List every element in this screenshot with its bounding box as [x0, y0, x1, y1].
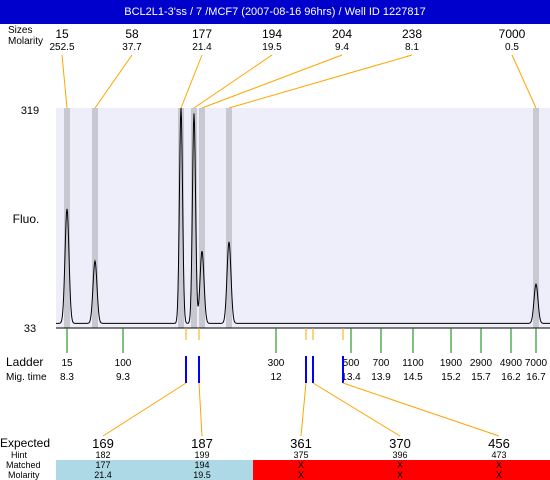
peak-size-label: 194 — [262, 27, 282, 41]
peak-molarity-label: 252.5 — [49, 42, 74, 53]
chart-title: BCL2L1-3'ss / 7 /MCF7 (2007-08-16 96hrs)… — [0, 0, 550, 24]
expected-molarity-value: X — [298, 470, 304, 480]
expected-matched-value: 194 — [194, 460, 209, 470]
expected-hint-value: 375 — [293, 450, 308, 460]
peak-molarity-label: 21.4 — [192, 42, 212, 53]
expected-hint-value: 199 — [194, 450, 209, 460]
ladder-mig-time-label: 8.3 — [60, 372, 74, 383]
molarity-header-label: Molarity — [8, 36, 43, 47]
y-axis-label: Fluo. — [13, 212, 40, 226]
expected-size-label: 361 — [290, 436, 312, 451]
ladder-size-label: 100 — [115, 358, 132, 369]
expected-connector-line — [198, 382, 203, 437]
plot-area — [56, 108, 550, 328]
peak-band — [199, 108, 205, 328]
peak-band — [64, 108, 70, 328]
y-max-label: 319 — [21, 105, 39, 117]
expected-connector-line — [102, 382, 187, 437]
ladder-size-label: 1900 — [440, 358, 463, 369]
peak-band — [226, 108, 232, 328]
expected-connector-line — [300, 382, 307, 437]
expected-molarity-value: X — [397, 470, 403, 480]
expected-hint-value: 473 — [491, 450, 506, 460]
peak-connector-line — [193, 54, 273, 109]
expected-size-label: 169 — [92, 436, 114, 451]
ladder-mig-time-label: 15.2 — [441, 372, 461, 383]
peak-band — [92, 108, 98, 328]
peak-connector-line — [511, 54, 537, 109]
peak-connector-line — [180, 54, 203, 109]
expected-matched-value: X — [397, 460, 403, 470]
ladder-size-label: 4900 — [500, 358, 523, 369]
molarity-row-label: Molarity — [8, 470, 40, 480]
peak-molarity-label: 8.1 — [405, 42, 419, 53]
matched-missing-band — [253, 460, 550, 480]
mig-time-label: Mig. time — [6, 372, 47, 383]
trace-line — [56, 107, 550, 324]
expected-label: Expected — [0, 436, 50, 450]
sizes-header-label: Sizes — [8, 25, 32, 36]
expected-size-label: 187 — [191, 436, 213, 451]
peak-size-label: 7000 — [499, 27, 526, 41]
ladder-mig-time-label: 13.9 — [371, 372, 391, 383]
peak-molarity-label: 19.5 — [262, 42, 282, 53]
peak-band — [533, 108, 539, 328]
ladder-mig-time-label: 13.4 — [341, 372, 361, 383]
peak-molarity-label: 37.7 — [122, 42, 142, 53]
ladder-label: Ladder — [6, 355, 43, 369]
ladder-mig-time-label: 14.5 — [403, 372, 423, 383]
expected-hint-value: 396 — [392, 450, 407, 460]
ladder-size-label: 500 — [343, 358, 360, 369]
ladder-mig-time-label: 15.7 — [471, 372, 491, 383]
ladder-mig-time-label: 9.3 — [116, 372, 130, 383]
matched-label: Matched — [6, 460, 41, 470]
ladder-mig-time-label: 16.2 — [501, 372, 521, 383]
peak-connector-line — [201, 54, 343, 109]
matched-found-band — [56, 460, 253, 480]
peak-size-label: 58 — [125, 27, 139, 41]
peak-connector-line — [228, 54, 413, 109]
expected-molarity-value: 19.5 — [193, 470, 211, 480]
ladder-size-label: 15 — [61, 358, 73, 369]
peak-band — [178, 108, 184, 328]
ladder-mig-time-label: 12 — [270, 372, 282, 383]
ladder-mig-time-label: 16.7 — [526, 372, 546, 383]
ladder-size-label: 7000 — [525, 358, 548, 369]
peak-size-label: 238 — [402, 27, 422, 41]
ladder-size-label: 1100 — [402, 358, 424, 369]
ladder-size-label: 300 — [268, 358, 285, 369]
expected-hint-value: 182 — [95, 450, 110, 460]
expected-molarity-value: 21.4 — [94, 470, 112, 480]
peak-band — [191, 108, 197, 328]
expected-matched-value: X — [496, 460, 502, 470]
expected-connector-line — [342, 382, 500, 437]
peak-size-label: 15 — [55, 27, 69, 41]
ladder-size-label: 700 — [373, 358, 390, 369]
expected-matched-value: X — [298, 460, 304, 470]
ladder-size-label: 2900 — [470, 358, 493, 369]
y-min-label: 33 — [24, 323, 36, 335]
expected-size-label: 456 — [488, 436, 510, 451]
peak-molarity-label: 9.4 — [335, 42, 349, 53]
peak-molarity-label: 0.5 — [505, 42, 519, 53]
peak-connector-line — [94, 54, 133, 109]
peak-size-label: 204 — [332, 27, 352, 41]
expected-size-label: 370 — [389, 436, 411, 451]
peak-connector-line — [61, 54, 68, 109]
expected-molarity-value: X — [496, 470, 502, 480]
expected-matched-value: 177 — [95, 460, 110, 470]
peak-size-label: 177 — [192, 27, 212, 41]
expected-connector-line — [312, 382, 401, 437]
hint-label: Hint — [11, 450, 28, 460]
